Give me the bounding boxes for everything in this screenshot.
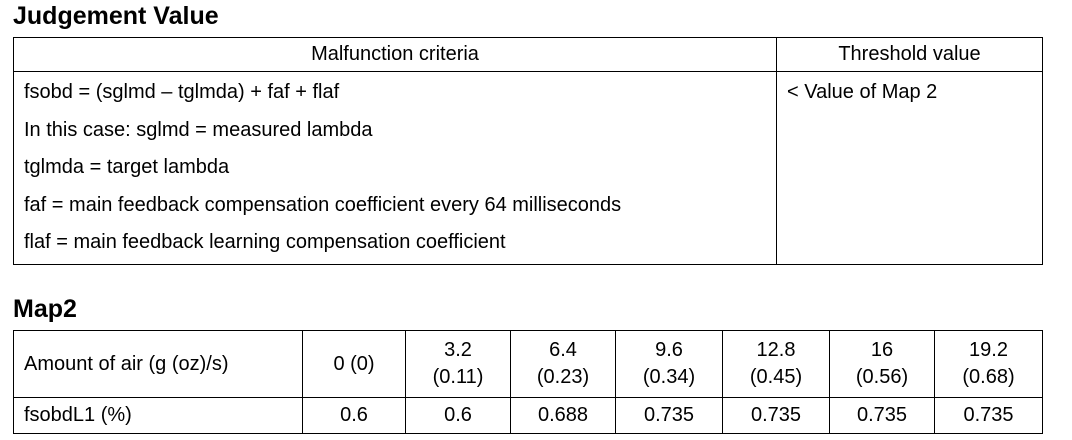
criteria-cell: fsobd = (sglmd – tglmda) + faf + flaf In … (13, 71, 777, 265)
air-cell: 19.2 (0.68) (934, 330, 1043, 398)
value-cell: 0.688 (510, 397, 616, 434)
air-text: 19.2 (969, 339, 1008, 361)
air-text: (0.34) (642, 366, 696, 388)
air-text: (0.68) (962, 366, 1015, 388)
value-cell: 0.735 (615, 397, 723, 434)
row-label: Amount of air (g (oz)/s) (13, 330, 303, 398)
air-text: 9.6 (655, 339, 683, 361)
air-cell: 12.8 (0.45) (722, 330, 830, 398)
section-title: Map2 (13, 295, 77, 323)
criteria-line: In this case: sglmd = measured lambda (24, 118, 373, 141)
criteria-line: faf = main feedback compensation coeffic… (24, 193, 622, 216)
air-text: (0.45) (749, 366, 803, 388)
air-cell: 16 (0.56) (829, 330, 935, 398)
criteria-table: Malfunction criteria Threshold value fso… (13, 37, 1043, 265)
body-row: fsobd = (sglmd – tglmda) + faf + flaf In … (13, 71, 1043, 265)
header-row: Malfunction criteria Threshold value (13, 37, 1043, 72)
air-text: (0.23) (536, 366, 590, 388)
value-cell: 0.735 (722, 397, 830, 434)
air-text: 16 (870, 339, 894, 361)
section-title: Judgement Value (13, 2, 219, 30)
air-text: 0 (0) (333, 352, 375, 375)
air-cell: 6.4 (0.23) (510, 330, 616, 398)
header-cell: Threshold value (776, 37, 1043, 72)
criteria-line: tglmda = target lambda (24, 156, 230, 178)
value-cell: 0.6 (302, 397, 406, 434)
air-cell: 3.2 (0.11) (405, 330, 511, 398)
air-text: 12.8 (756, 339, 796, 361)
criteria-line: fsobd = (sglmd – tglmda) + faf + flaf (24, 81, 340, 103)
row-label: fsobdL1 (%) (13, 397, 303, 434)
value-row: fsobdL1 (%) 0.6 0.6 0.688 0.735 0.735 0.735 0.… (13, 397, 1043, 434)
threshold: < Value of Map 2 (787, 81, 938, 103)
air-text: (0.56) (855, 366, 909, 388)
air-text: 3.2 (444, 339, 472, 361)
value-cell: 0.6 (405, 397, 511, 434)
value-cell: 0.735 (829, 397, 935, 434)
air-cell: 0 (0) (302, 330, 406, 398)
threshold-cell: < Value of Map 2 (776, 71, 1043, 265)
map-table: Amount of air (g (oz)/s) 0 (0) 3.2 (0.11) 6… (13, 330, 1043, 434)
header-cell: Malfunction criteria (13, 37, 777, 72)
value-cell: 0.735 (934, 397, 1043, 434)
air-text: (0.11) (432, 366, 484, 388)
air-text: 6.4 (549, 339, 577, 361)
criteria-line: flaf = main feedback learning compensati… (24, 231, 506, 253)
air-row: Amount of air (g (oz)/s) 0 (0) 3.2 (0.11) 6… (13, 330, 1043, 398)
air-cell: 9.6 (0.34) (615, 330, 723, 398)
